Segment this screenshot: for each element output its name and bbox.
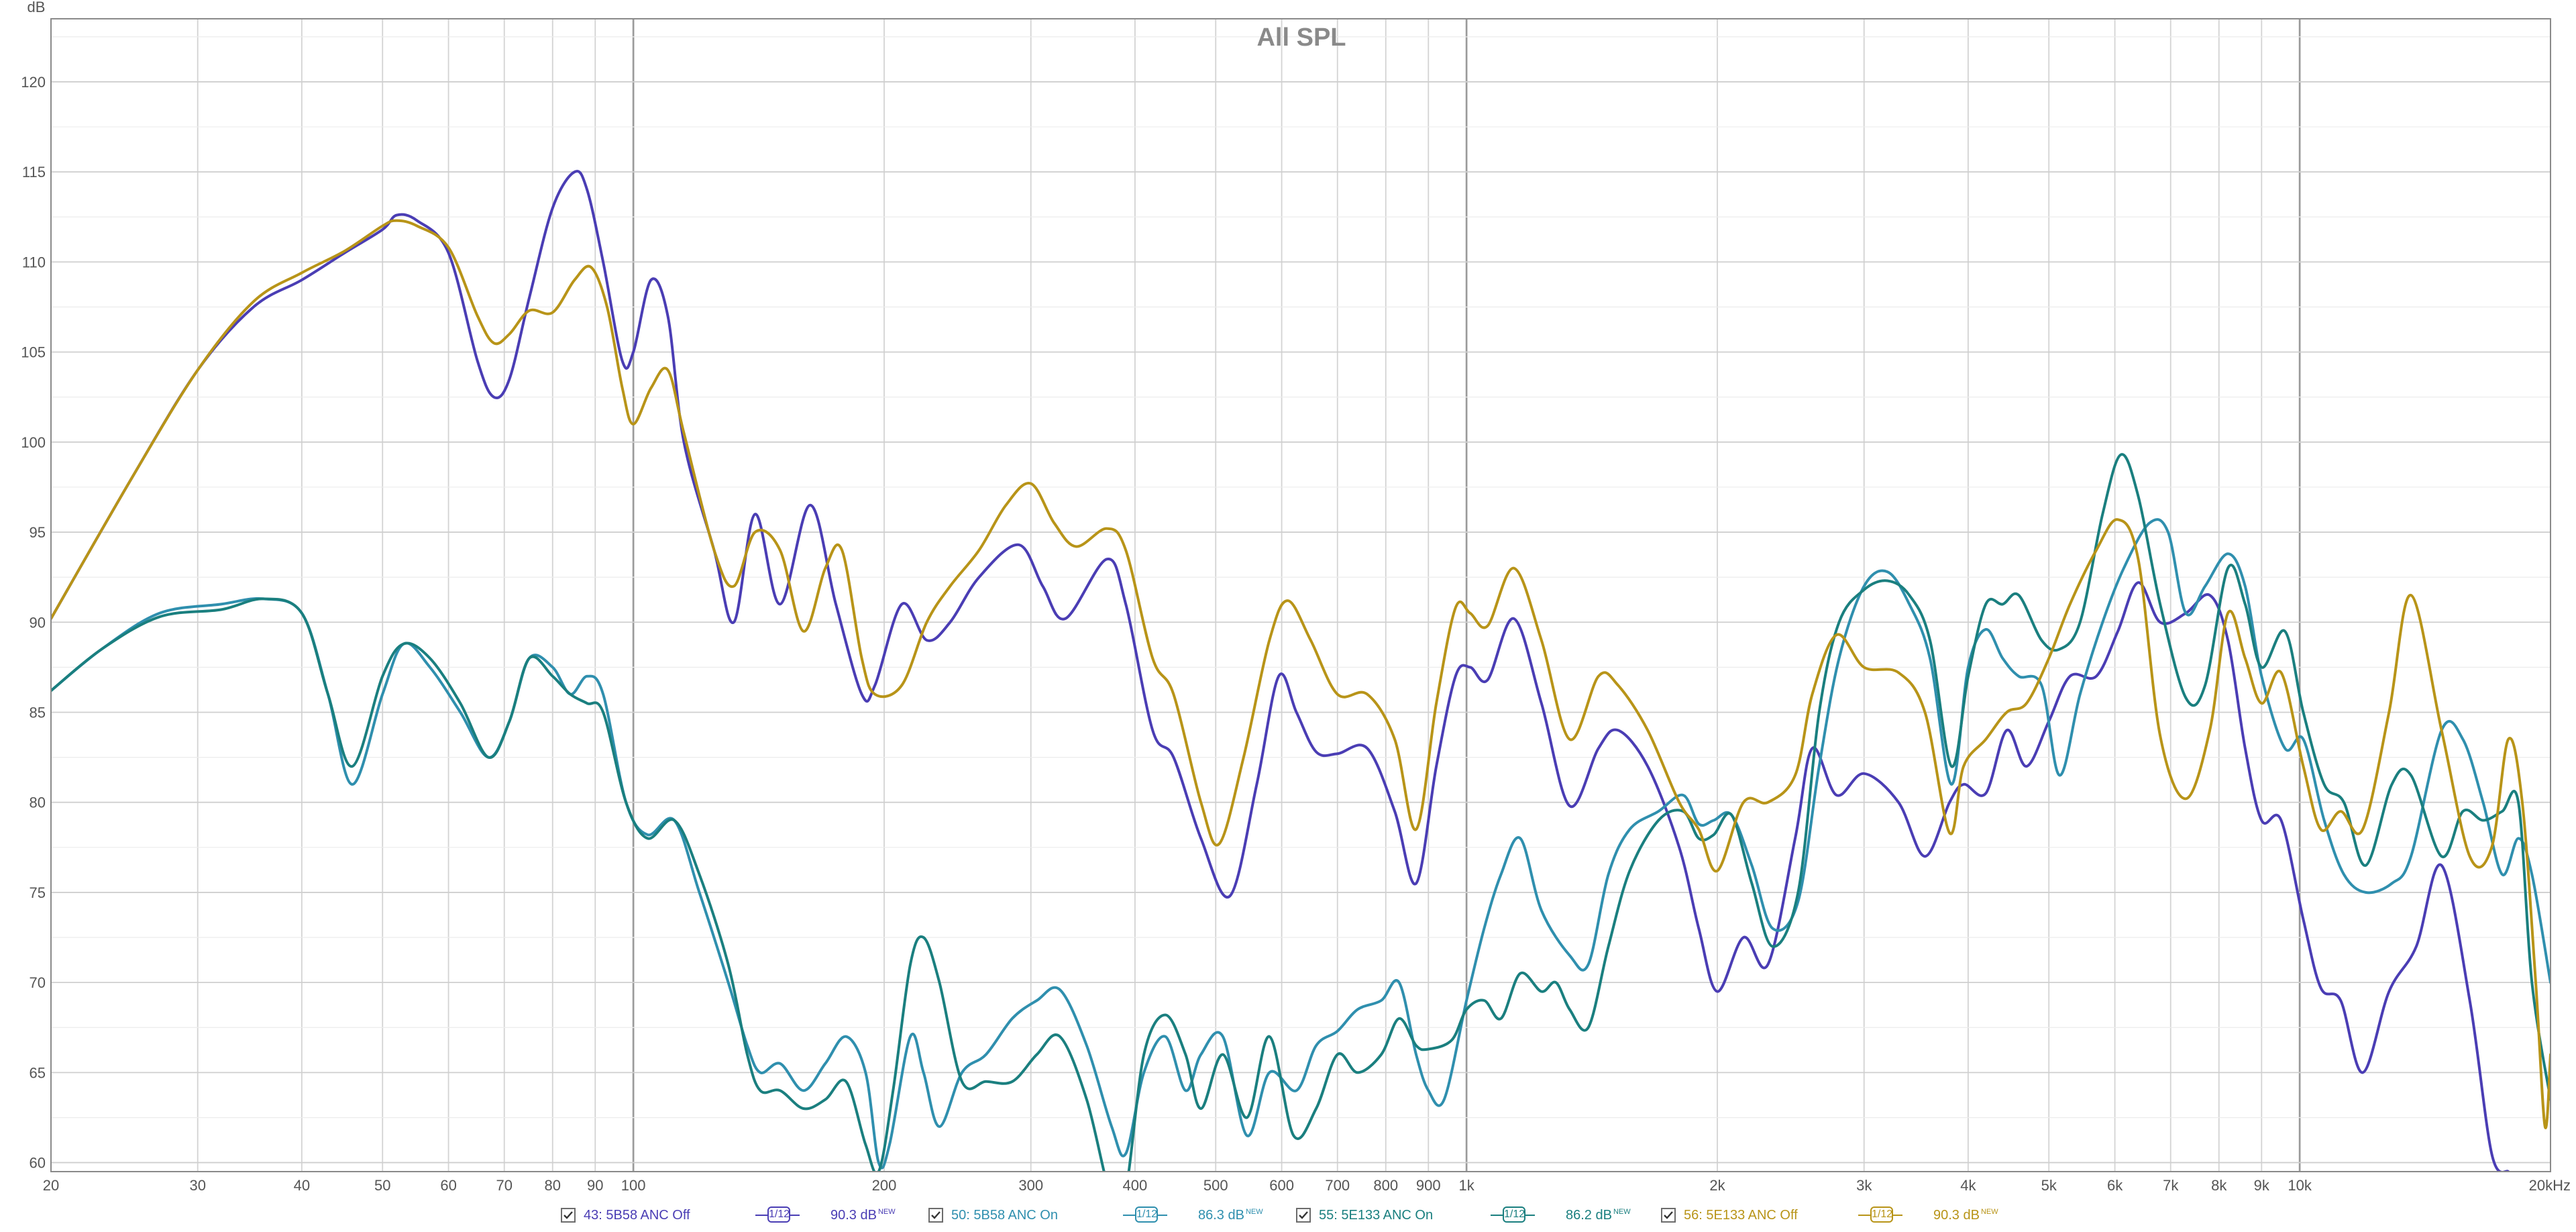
legend-level: 90.3 dB NEW: [830, 1207, 896, 1223]
legend-label: 56: 5E133 ANC Off: [1684, 1207, 1798, 1223]
y-tick-labels: 60 65 70 75 80 85 90 95 100 105 110 115 120: [21, 74, 46, 1172]
x-tick-label: 3k: [1856, 1177, 1872, 1194]
checkbox-checked-icon[interactable]: [928, 1208, 943, 1223]
x-tick-label: 10k: [2288, 1177, 2312, 1194]
legend-level: 90.3 dB NEW: [1933, 1207, 1998, 1223]
legend-item-56[interactable]: 56: 5E133 ANC Off: [1661, 1204, 1798, 1227]
series-line-4: [51, 219, 2551, 1129]
x-tick-label: 8k: [2211, 1177, 2227, 1194]
y-tick-label: 110: [22, 254, 46, 270]
x-tick-label: 800: [1373, 1177, 1398, 1194]
legend-level: 86.2 dB NEW: [1566, 1207, 1631, 1223]
series-line-1: [51, 170, 2510, 1172]
x-tick-label: 7k: [2163, 1177, 2179, 1194]
legend-smoothing-50[interactable]: 1/12 86.3 dB NEW: [1123, 1204, 1263, 1227]
spl-chart: All SPL dB 60 65 70 75 80 85 90 95 100 105 110 115 1…: [21, 0, 2571, 1194]
x-tick-labels: 20 30 40 50 60 70 80 90 100 200 300 400 500 600 700 800…: [43, 1177, 2571, 1194]
x-tick-label: 1k: [1458, 1177, 1474, 1194]
x-tick-label: 20: [43, 1177, 59, 1194]
series-line-3: [51, 453, 2551, 1172]
x-tick-label: 40: [294, 1177, 310, 1194]
x-tick-label: 700: [1325, 1177, 1350, 1194]
y-tick-label: 120: [21, 74, 46, 91]
y-tick-label: 65: [30, 1064, 46, 1081]
chart-title: All SPL: [1256, 23, 1346, 52]
chart-grid: [50, 19, 2551, 1172]
checkbox-checked-icon[interactable]: [561, 1208, 576, 1223]
x-tick-label: 30: [189, 1177, 205, 1194]
y-tick-label: 70: [30, 974, 46, 991]
y-tick-label: 95: [30, 524, 46, 541]
x-tick-label: 6k: [2107, 1177, 2123, 1194]
legend-item-43[interactable]: 43: 5B58 ANC Off: [561, 1204, 690, 1227]
x-tick-label: 600: [1269, 1177, 1294, 1194]
x-tick-label: 90: [587, 1177, 603, 1194]
legend-level: 86.3 dB NEW: [1198, 1207, 1263, 1223]
x-tick-label: 100: [621, 1177, 646, 1194]
x-tick-label: 900: [1416, 1177, 1441, 1194]
x-tick-label: 80: [545, 1177, 561, 1194]
legend-label: 55: 5E133 ANC On: [1319, 1207, 1434, 1223]
x-tick-label: 20kHz: [2529, 1177, 2571, 1194]
legend-smoothing-55[interactable]: 1/12 86.2 dB NEW: [1491, 1204, 1631, 1227]
smoothing-icon[interactable]: 1/12: [1491, 1205, 1535, 1225]
x-tick-label: 50: [374, 1177, 390, 1194]
x-tick-label: 500: [1203, 1177, 1228, 1194]
legend-smoothing-56[interactable]: 1/12 90.3 dB NEW: [1858, 1204, 1998, 1227]
legend-smoothing-43[interactable]: 1/12 90.3 dB NEW: [755, 1204, 896, 1227]
x-tick-label: 9k: [2254, 1177, 2270, 1194]
smoothing-icon[interactable]: 1/12: [1123, 1205, 1167, 1225]
y-tick-label: 100: [21, 434, 46, 451]
y-tick-label: 105: [21, 344, 46, 361]
x-tick-label: 5k: [2041, 1177, 2057, 1194]
x-tick-label: 300: [1018, 1177, 1043, 1194]
y-axis-unit-label: dB: [28, 0, 46, 15]
x-tick-label: 70: [496, 1177, 512, 1194]
y-tick-label: 90: [30, 614, 46, 631]
y-tick-label: 80: [30, 794, 46, 811]
smoothing-icon[interactable]: 1/12: [1858, 1205, 1902, 1225]
x-tick-label: 400: [1123, 1177, 1148, 1194]
legend: 43: 5B58 ANC Off 1/12 90.3 dB NEW 50: 5B5…: [0, 1198, 2576, 1232]
checkbox-checked-icon[interactable]: [1296, 1208, 1311, 1223]
y-tick-label: 115: [22, 164, 46, 181]
checkbox-checked-icon[interactable]: [1661, 1208, 1676, 1223]
chart-curves: [51, 170, 2551, 1172]
legend-item-55[interactable]: 55: 5E133 ANC On: [1296, 1204, 1433, 1227]
smoothing-icon[interactable]: 1/12: [755, 1205, 800, 1225]
y-tick-label: 85: [30, 704, 46, 721]
x-tick-label: 60: [440, 1177, 456, 1194]
y-tick-label: 75: [30, 884, 46, 901]
legend-label: 43: 5B58 ANC Off: [584, 1207, 690, 1223]
y-tick-label: 60: [30, 1155, 46, 1172]
plot-frame: [50, 18, 2551, 1172]
legend-label: 50: 5B58 ANC On: [951, 1207, 1058, 1223]
x-tick-label: 4k: [1960, 1177, 1976, 1194]
x-tick-label: 200: [872, 1177, 897, 1194]
legend-item-50[interactable]: 50: 5B58 ANC On: [928, 1204, 1058, 1227]
x-tick-label: 2k: [1709, 1177, 1725, 1194]
